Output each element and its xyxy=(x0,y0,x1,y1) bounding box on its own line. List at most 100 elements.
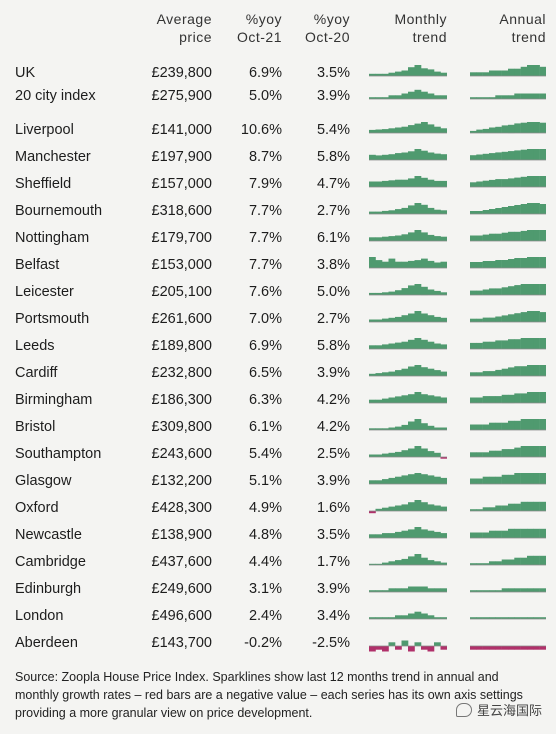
table-row: UK £239,800 6.9% 3.5% xyxy=(0,60,556,87)
annual-sparkline-bar xyxy=(489,288,496,295)
row-price: £275,900 xyxy=(151,88,212,104)
annual-sparkline-bar xyxy=(489,396,496,403)
monthly-sparkline-bar xyxy=(369,590,376,592)
annual-sparkline-bar xyxy=(508,420,515,430)
annual-sparkline-bar xyxy=(495,260,502,268)
monthly-sparkline-bar xyxy=(440,236,447,241)
annual-sparkline-bar xyxy=(533,501,540,511)
monthly-sparkline-bar xyxy=(382,372,389,376)
monthly-sparkline xyxy=(369,419,447,431)
annual-sparkline-bar xyxy=(476,617,483,619)
monthly-sparkline-bar xyxy=(388,236,396,241)
monthly-sparkline-bar xyxy=(388,561,396,565)
annual-sparkline xyxy=(470,65,546,77)
row-yoy20: 2.5% xyxy=(316,446,350,462)
monthly-sparkline-bar xyxy=(401,530,409,538)
annual-sparkline-bar xyxy=(495,340,502,349)
annual-sparkline-bar xyxy=(501,617,509,619)
annual-sparkline-bar xyxy=(514,68,521,76)
annual-sparkline-bar xyxy=(489,590,496,592)
monthly-sparkline-bar xyxy=(395,476,402,484)
annual-sparkline xyxy=(470,555,546,566)
annual-sparkline-bar xyxy=(495,288,502,295)
monthly-sparkline-bar xyxy=(434,290,441,295)
monthly-sparkline-bar xyxy=(401,179,409,187)
row-yoy21: 3.1% xyxy=(248,581,282,597)
annual-sparkline-bar xyxy=(520,93,528,99)
annual-sparkline-bar xyxy=(489,179,496,187)
monthly-sparkline xyxy=(369,230,447,242)
monthly-sparkline-bar xyxy=(388,427,396,430)
monthly-sparkline-bar xyxy=(395,646,402,650)
annual-sparkline-bar xyxy=(514,366,521,376)
monthly-sparkline-bar xyxy=(440,292,447,296)
annual-sparkline-bar xyxy=(508,474,515,484)
annual-sparkline-bar xyxy=(482,476,490,484)
annual-sparkline-bar xyxy=(489,70,496,76)
monthly-sparkline-bar xyxy=(388,452,396,457)
annual-sparkline-bar xyxy=(527,311,534,322)
row-name: Aberdeen xyxy=(15,635,78,651)
monthly-sparkline xyxy=(369,257,447,269)
annual-sparkline-bar xyxy=(539,617,546,619)
row-name: Manchester xyxy=(15,149,91,165)
annual-sparkline-bar xyxy=(533,176,540,187)
monthly-sparkline-bar xyxy=(395,179,402,187)
monthly-sparkline-bar xyxy=(427,234,435,241)
monthly-sparkline-bar xyxy=(434,236,441,241)
annual-sparkline-bar xyxy=(539,204,546,214)
monthly-sparkline-bar xyxy=(388,128,396,133)
row-price: £239,800 xyxy=(151,65,212,81)
annual-sparkline-bar xyxy=(514,93,521,99)
annual-sparkline-bar xyxy=(501,588,509,592)
row-price: £138,900 xyxy=(151,527,212,543)
annual-sparkline-bar xyxy=(533,392,540,403)
monthly-sparkline-bar xyxy=(408,339,415,349)
annual-sparkline-bar xyxy=(489,317,496,322)
monthly-sparkline-bar xyxy=(401,288,409,295)
monthly-sparkline-bar xyxy=(401,588,409,592)
monthly-sparkline-bar xyxy=(434,476,441,484)
annual-sparkline-bar xyxy=(539,473,546,484)
annual-sparkline-bar xyxy=(489,450,496,457)
annual-sparkline-bar xyxy=(501,422,509,430)
row-yoy20: 3.9% xyxy=(316,581,350,597)
table-row: Edinburgh £249,600 3.1% 3.9% xyxy=(0,576,556,603)
annual-sparkline-bar xyxy=(527,176,534,187)
annual-sparkline-bar xyxy=(482,180,490,187)
annual-sparkline-bar xyxy=(514,420,521,430)
annual-sparkline-bar xyxy=(539,122,546,133)
monthly-sparkline-bar xyxy=(395,153,402,160)
monthly-sparkline-bar xyxy=(408,151,415,160)
row-yoy20: 3.5% xyxy=(316,65,350,81)
monthly-sparkline-bar xyxy=(440,588,447,592)
monthly-sparkline-bar xyxy=(395,95,402,99)
monthly-sparkline-bar xyxy=(440,562,447,565)
monthly-sparkline-bar xyxy=(382,180,389,187)
annual-sparkline-bar xyxy=(539,419,546,430)
monthly-sparkline-bar xyxy=(375,646,383,650)
row-price: £428,300 xyxy=(151,500,212,516)
annual-sparkline-bar xyxy=(533,284,540,295)
annual-sparkline-bar xyxy=(527,65,534,76)
row-name: Newcastle xyxy=(15,527,82,543)
row-price: £309,800 xyxy=(151,419,212,435)
row-yoy20: 5.0% xyxy=(316,284,350,300)
annual-sparkline-bar xyxy=(476,235,483,241)
monthly-sparkline-bar xyxy=(369,511,376,514)
annual-sparkline-bar xyxy=(501,151,509,161)
table-row: Birmingham £186,300 6.3% 4.2% xyxy=(0,387,556,414)
annual-sparkline-bar xyxy=(501,179,509,187)
annual-sparkline-bar xyxy=(470,590,477,592)
row-yoy20: 3.9% xyxy=(316,88,350,104)
table-row: Glasgow £132,200 5.1% 3.9% xyxy=(0,468,556,495)
monthly-sparkline-bar xyxy=(408,502,415,511)
monthly-sparkline-bar xyxy=(408,232,415,241)
monthly-sparkline-bar xyxy=(395,426,402,430)
monthly-sparkline-bar xyxy=(375,155,383,160)
monthly-sparkline-bar xyxy=(401,315,409,322)
annual-sparkline-bar xyxy=(501,505,509,511)
annual-sparkline-bar xyxy=(470,235,477,241)
annual-sparkline-bar xyxy=(489,209,496,214)
monthly-sparkline-bar xyxy=(421,613,428,619)
